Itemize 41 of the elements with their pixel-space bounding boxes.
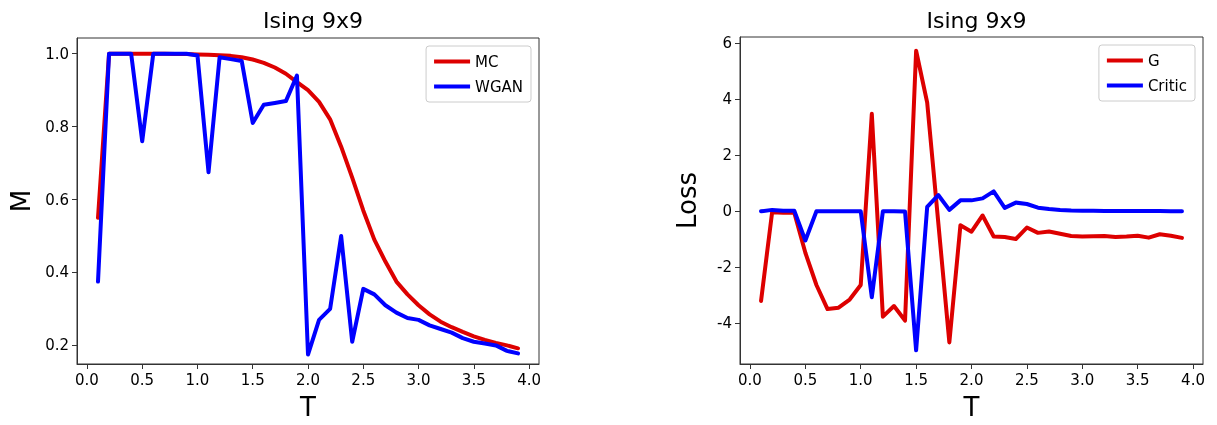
x-tick-label: 1.5 [240, 370, 265, 389]
y-tick-label: 1.0 [45, 44, 69, 63]
x-tick-label: 4.0 [517, 370, 541, 389]
legend-label: MC [475, 52, 499, 71]
x-tick-label: 1.0 [848, 370, 873, 389]
y-tick-label: 2 [722, 146, 732, 165]
y-axis-title: Loss [672, 171, 702, 230]
chart-title: Ising 9x9 [263, 7, 363, 33]
x-tick-label: 3.0 [406, 370, 431, 389]
y-tick-label: -2 [717, 258, 732, 277]
x-tick-label: 2.0 [959, 370, 984, 389]
line-series [759, 189, 1184, 353]
y-axis-title: M [6, 189, 37, 213]
y-tick-label: 0.4 [45, 263, 69, 282]
legend-label: WGAN [475, 77, 523, 96]
x-tick-label: 0.0 [75, 370, 99, 389]
x-tick-label: 2.0 [296, 370, 320, 389]
x-tick-label: 3.5 [461, 370, 486, 389]
x-tick-label: 0.5 [130, 370, 155, 389]
y-tick-label: 6 [722, 34, 732, 53]
line-series [759, 48, 1184, 345]
y-tick-label: 0.2 [45, 336, 69, 355]
x-tick-label: 0.5 [793, 370, 818, 389]
x-tick-label: 2.5 [1014, 370, 1039, 389]
x-axis-title: T [299, 392, 317, 422]
y-tick-label: 0 [722, 202, 732, 221]
x-tick-label: 1.5 [904, 370, 929, 389]
y-tick-label: 4 [722, 90, 732, 109]
x-tick-label: 3.5 [1125, 370, 1150, 389]
legend-label: Critic [1147, 76, 1188, 95]
y-tick-label: 0.8 [45, 117, 69, 136]
x-tick-label: 4.0 [1181, 370, 1205, 389]
x-axis-title: T [962, 392, 980, 422]
x-tick-label: 2.5 [351, 370, 376, 389]
y-tick-label: -4 [717, 314, 732, 333]
legend-label: G [1147, 51, 1160, 70]
x-tick-label: 3.0 [1070, 370, 1095, 389]
chart-title: Ising 9x9 [926, 7, 1027, 33]
y-tick-label: 0.6 [45, 190, 69, 209]
x-tick-label: 0.0 [738, 370, 762, 389]
x-tick-label: 1.0 [185, 370, 210, 389]
